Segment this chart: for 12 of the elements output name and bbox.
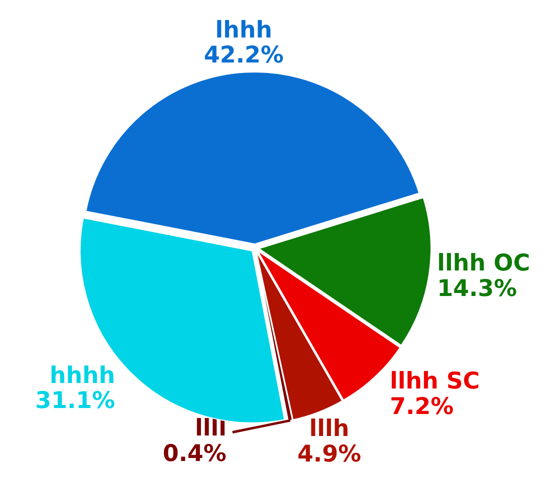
- data-label: 0.4%: [162, 440, 226, 467]
- slice-label: hhhh: [50, 362, 116, 389]
- data-label: 4.9%: [297, 441, 362, 468]
- slice-label: lhhh: [215, 17, 272, 44]
- data-label: 42.2%: [204, 42, 284, 69]
- data-label: 31.1%: [35, 388, 116, 414]
- slice-label: llhh OC: [437, 250, 530, 277]
- slice-label: llhh SC: [390, 368, 480, 395]
- data-label: 14.3%: [437, 276, 517, 302]
- slice-label: lllh: [309, 416, 350, 442]
- slice-label: llll: [194, 416, 226, 442]
- data-label: 7.2%: [390, 394, 454, 420]
